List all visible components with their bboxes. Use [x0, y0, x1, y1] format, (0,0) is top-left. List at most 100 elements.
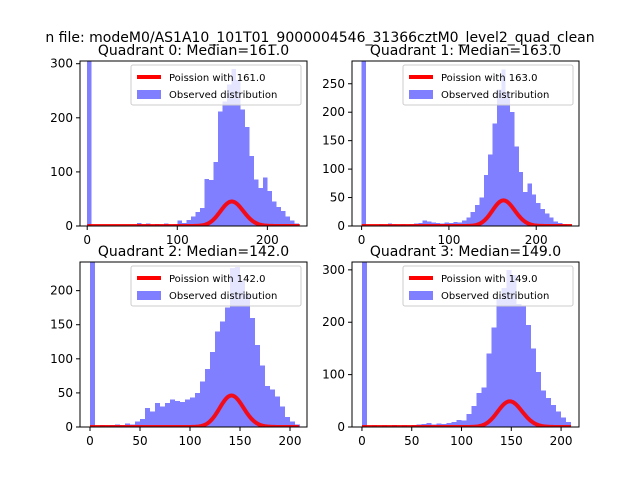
- y-tick-label: 200: [50, 111, 73, 125]
- histogram-bar: [466, 413, 472, 427]
- histogram-bar: [240, 280, 245, 427]
- x-tick-label: 0: [358, 233, 366, 247]
- histogram-bar: [521, 306, 527, 427]
- histogram-bar: [527, 183, 532, 226]
- histogram-bar: [491, 327, 497, 427]
- histogram-bar: [185, 399, 190, 427]
- x-tick-label: 0: [86, 434, 94, 448]
- histogram-bar: [541, 390, 547, 427]
- histogram-bar: [466, 217, 471, 226]
- histogram-bar: [262, 177, 268, 226]
- histogram-bar: [180, 401, 185, 427]
- histogram: [361, 61, 567, 226]
- legend-curve-label: Poission with 161.0: [169, 73, 265, 84]
- histogram: [361, 262, 572, 427]
- histogram-bar: [471, 406, 477, 427]
- y-tick-label: 250: [322, 77, 345, 91]
- legend-box: [402, 64, 574, 106]
- histogram-bar: [506, 269, 512, 427]
- legend-hist-label: Observed distribution: [441, 90, 549, 101]
- histogram-bar: [501, 69, 506, 226]
- histogram-bar: [87, 61, 92, 226]
- y-tick-label: 100: [322, 368, 345, 382]
- y-tick-label: 100: [50, 165, 73, 179]
- subplot-title: Quadrant 0: Median=161.0: [98, 43, 289, 59]
- histogram-bar: [220, 321, 225, 427]
- histogram-bar: [546, 398, 552, 427]
- histogram-bar: [253, 179, 259, 226]
- x-tick-label: 200: [550, 434, 573, 448]
- histogram-bar: [451, 421, 457, 427]
- x-tick-label: 50: [404, 434, 419, 448]
- histogram-bar: [540, 208, 545, 226]
- histogram-bar: [290, 421, 295, 427]
- histogram-bar: [518, 171, 524, 226]
- histogram-bar: [496, 298, 502, 427]
- histogram-bar: [531, 194, 537, 226]
- y-tick-label: 100: [322, 162, 345, 176]
- histogram-bar: [140, 418, 145, 427]
- histogram-bar: [205, 369, 210, 427]
- x-tick-label: 150: [500, 434, 523, 448]
- histogram-bar: [289, 220, 295, 226]
- y-tick-label: 0: [337, 420, 345, 434]
- histogram-bar: [199, 208, 205, 226]
- histogram-bar: [255, 345, 260, 427]
- x-tick-label: 200: [525, 233, 548, 247]
- histogram-bar: [483, 174, 489, 226]
- histogram-bar: [215, 331, 220, 427]
- legend-hist-swatch: [409, 291, 433, 300]
- histogram-bar: [285, 216, 290, 226]
- histogram-bar: [190, 216, 196, 226]
- histogram-bar: [501, 288, 507, 427]
- histogram-bar: [204, 178, 209, 226]
- y-tick-label: 300: [50, 57, 73, 71]
- histogram-bar: [422, 220, 428, 226]
- histogram-bar: [523, 191, 528, 226]
- legend: Poission with 163.0 Observed distribution: [402, 64, 574, 106]
- legend-curve-label: Poission with 149.0: [441, 274, 537, 285]
- y-tick-label: 300: [322, 263, 345, 277]
- histogram-bar: [225, 307, 230, 427]
- y-tick-label: 100: [50, 352, 73, 366]
- x-tick-label: 200: [256, 233, 279, 247]
- x-tick-label: 100: [179, 434, 202, 448]
- histogram: [90, 262, 300, 427]
- legend: Poission with 142.0 Observed distribution: [130, 265, 302, 307]
- subplot-3: 0 50 100 150 200 0 100 200 300 Quadrant 3: Median…: [322, 244, 580, 448]
- histogram-bar: [267, 190, 272, 226]
- legend-hist-swatch: [409, 90, 433, 99]
- histogram-bar: [462, 220, 467, 226]
- axes-frame: [79, 261, 308, 428]
- histogram-bar: [186, 220, 191, 226]
- histogram-bar: [271, 201, 277, 226]
- histogram-bar: [470, 211, 476, 226]
- histogram-bar: [536, 372, 542, 427]
- histogram-bar: [260, 365, 265, 427]
- histogram-bar: [551, 405, 557, 427]
- legend-box: [402, 265, 574, 307]
- histogram-bar: [553, 221, 559, 226]
- histogram-bar: [175, 401, 180, 427]
- histogram: [87, 61, 299, 226]
- histogram-bar: [230, 268, 235, 427]
- legend-curve-label: Poission with 142.0: [169, 274, 265, 285]
- legend-hist-swatch: [137, 90, 161, 99]
- x-tick-label: 100: [166, 233, 189, 247]
- histogram-bar: [488, 154, 493, 226]
- histogram-bar: [244, 127, 250, 226]
- histogram-bar: [544, 213, 550, 226]
- histogram-bar: [456, 420, 462, 427]
- histogram-bar: [245, 294, 250, 427]
- legend-hist-label: Observed distribution: [441, 291, 549, 302]
- histogram-bar: [549, 217, 554, 226]
- subplot-2: 0 50 100 150 200 0 50 100 150 200 Quadrant 2: Medi…: [50, 244, 308, 448]
- y-tick-label: 150: [50, 318, 73, 332]
- figure-suptitle: n file: modeM0/AS1A10_101T01_9000004546_…: [45, 30, 594, 46]
- histogram-bar: [249, 156, 254, 226]
- histogram-bar: [135, 421, 140, 427]
- legend-hist-label: Observed distribution: [169, 291, 277, 302]
- histogram-bar: [240, 109, 245, 226]
- histogram-bar: [165, 403, 170, 427]
- histogram-bar: [427, 221, 432, 226]
